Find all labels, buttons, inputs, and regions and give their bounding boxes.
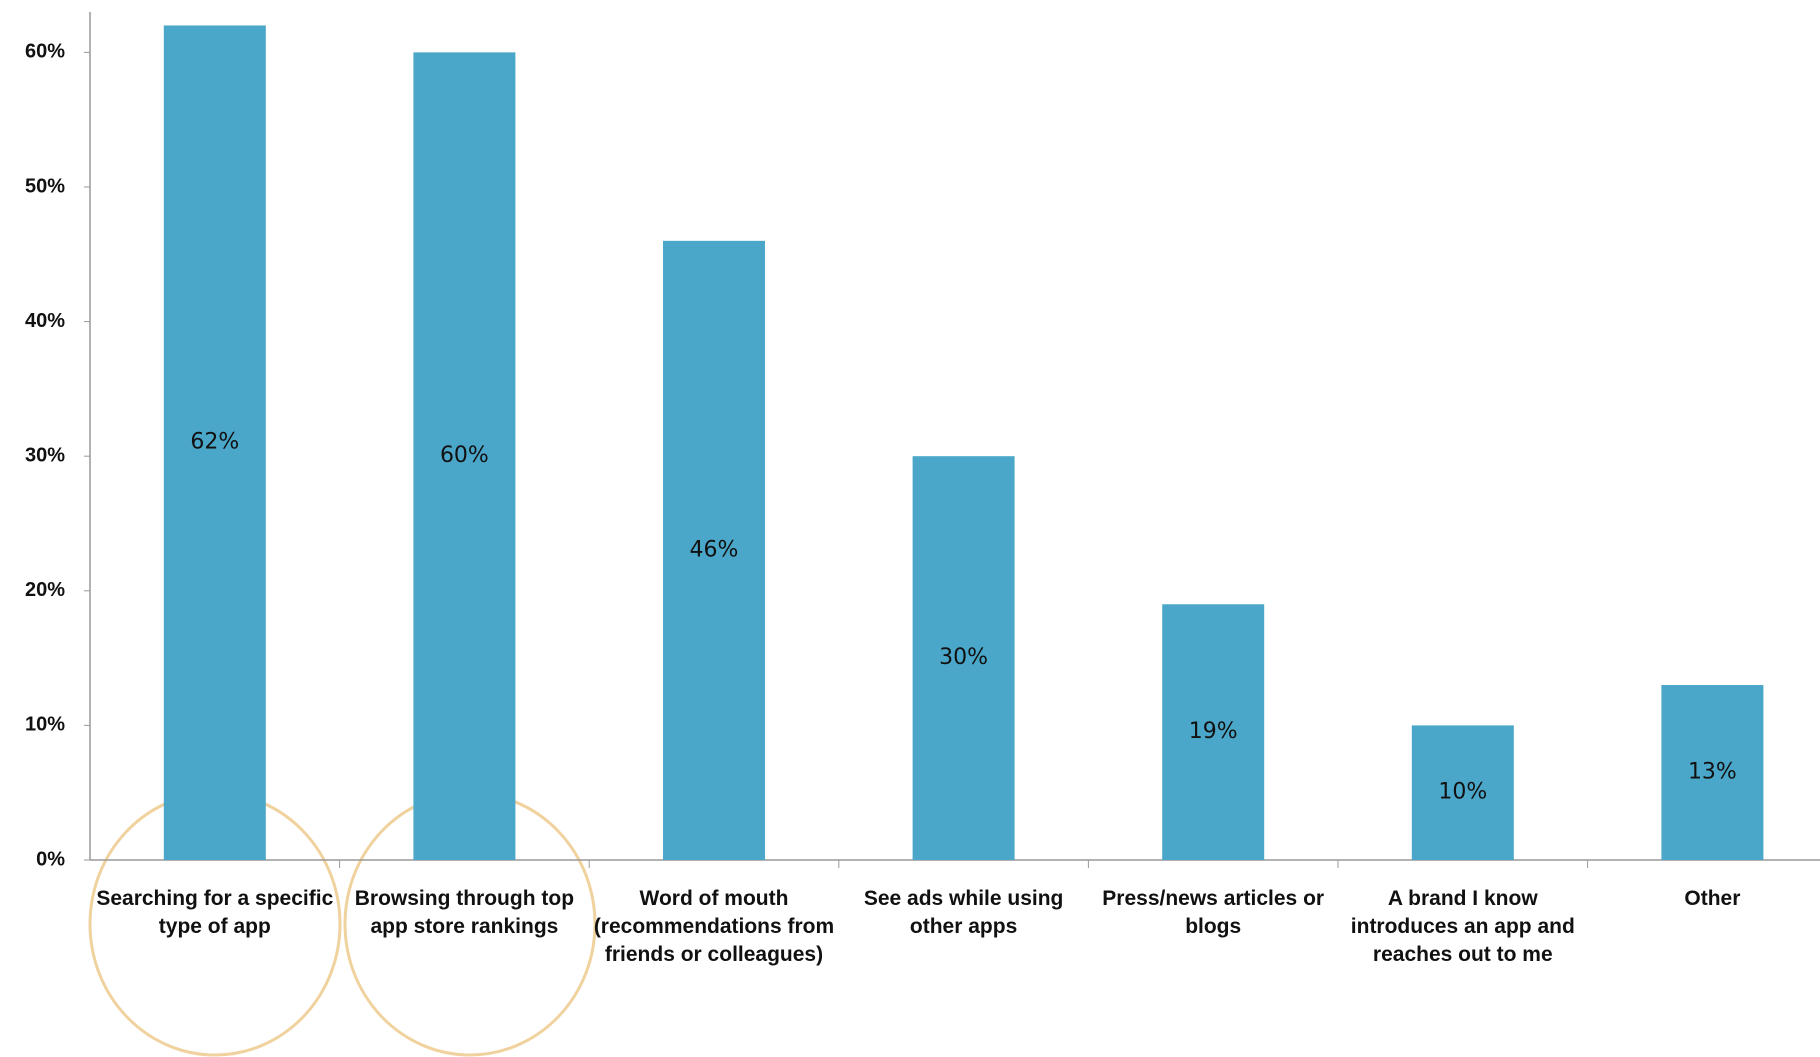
value-label: 46% <box>690 537 739 562</box>
bar <box>912 456 1015 860</box>
y-tick-label: 50% <box>25 175 65 197</box>
bar <box>663 240 765 861</box>
value-label: 30% <box>939 645 988 670</box>
value-label: 62% <box>190 430 239 455</box>
y-tick-label: 10% <box>25 714 65 736</box>
y-tick-label: 60% <box>25 41 65 63</box>
x-tick-label: Browsing through top app store rankings <box>354 887 575 938</box>
bar <box>163 25 266 860</box>
bar <box>1162 604 1265 860</box>
x-tick-label: Other <box>1684 887 1741 910</box>
bar <box>1661 685 1764 860</box>
x-tick-label: Word of mouth (recommendations from frie… <box>593 887 835 966</box>
y-tick-label: 20% <box>25 579 65 601</box>
value-label: 60% <box>440 443 489 468</box>
value-label: 13% <box>1688 760 1737 785</box>
bar <box>413 52 516 860</box>
bar <box>1411 725 1514 860</box>
y-tick-label: 40% <box>25 310 65 332</box>
value-label: 19% <box>1189 719 1238 744</box>
y-tick-label: 0% <box>36 848 65 870</box>
x-tick-label: A brand I know introduces an app and rea… <box>1350 887 1575 966</box>
value-label: 10% <box>1438 780 1487 805</box>
x-tick-label: Searching for a specific type of app <box>96 887 334 938</box>
x-tick-label: See ads while using other apps <box>863 887 1064 938</box>
x-tick-label: Press/news articles or blogs <box>1102 887 1325 938</box>
y-tick-label: 30% <box>25 444 65 466</box>
